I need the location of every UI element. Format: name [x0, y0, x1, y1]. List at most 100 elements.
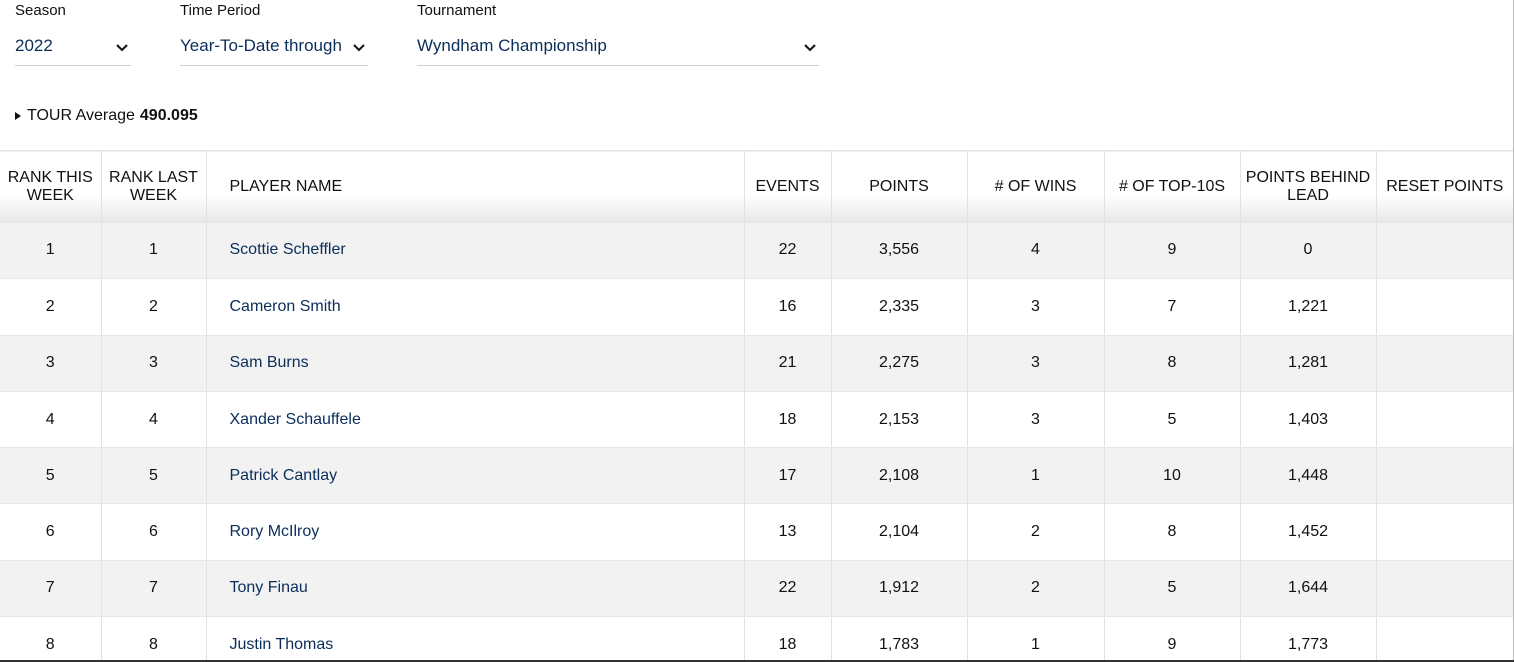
triangle-right-icon	[15, 112, 21, 120]
cell-events: 17	[744, 447, 832, 505]
cell-wins: 4	[967, 222, 1105, 280]
cell-rank-last-week: 2	[101, 278, 207, 336]
cell-events: 13	[744, 503, 832, 561]
cell-reset-points	[1376, 447, 1513, 505]
time-period-value: Year-To-Date through	[180, 36, 342, 55]
tour-average-value: 490.095	[139, 107, 198, 124]
cell-top-10s: 8	[1104, 503, 1241, 561]
cell-top-10s: 8	[1104, 335, 1241, 392]
cell-wins: 2	[967, 503, 1105, 561]
table-row: 5 5 Patrick Cantlay 17 2,108 1 10 1,448	[0, 447, 1513, 505]
cell-rank-this-week: 2	[0, 278, 102, 336]
table-row: 2 2 Cameron Smith 16 2,335 3 7 1,221	[0, 278, 1513, 336]
cell-reset-points	[1376, 222, 1513, 280]
col-player-name[interactable]: PLAYER NAME	[206, 150, 745, 223]
cell-reset-points	[1376, 278, 1513, 336]
cell-player-name[interactable]: Justin Thomas	[206, 616, 745, 662]
cell-player-name[interactable]: Tony Finau	[206, 560, 745, 618]
season-value: 2022	[15, 36, 53, 55]
cell-rank-last-week: 1	[101, 222, 207, 280]
fedex-standings-table: RANK THIS WEEK RANK LAST WEEK PLAYER NAM…	[0, 150, 1513, 662]
cell-points-behind-lead: 1,452	[1240, 503, 1377, 561]
cell-points-behind-lead: 1,448	[1240, 447, 1377, 505]
cell-events: 22	[744, 222, 832, 280]
cell-wins: 3	[967, 391, 1105, 449]
col-top-10s[interactable]: # OF TOP-10S	[1104, 150, 1241, 223]
col-rank-this-week[interactable]: RANK THIS WEEK	[0, 150, 102, 223]
cell-reset-points	[1376, 560, 1513, 618]
cell-player-name[interactable]: Patrick Cantlay	[206, 447, 745, 505]
cell-points-behind-lead: 0	[1240, 222, 1377, 280]
cell-wins: 1	[967, 616, 1105, 662]
tournament-label: Tournament	[417, 2, 497, 19]
time-period-label: Time Period	[180, 2, 261, 19]
cell-rank-last-week: 4	[101, 391, 207, 449]
cell-rank-this-week: 1	[0, 222, 102, 280]
time-period-select[interactable]: Year-To-Date through	[180, 30, 368, 66]
cell-points: 1,783	[831, 616, 968, 662]
cell-rank-this-week: 6	[0, 503, 102, 561]
cell-wins: 3	[967, 335, 1105, 392]
cell-player-name[interactable]: Scottie Scheffler	[206, 222, 745, 280]
table-row: 1 1 Scottie Scheffler 22 3,556 4 9 0	[0, 222, 1513, 280]
cell-points-behind-lead: 1,773	[1240, 616, 1377, 662]
cell-rank-last-week: 5	[101, 447, 207, 505]
cell-rank-last-week: 8	[101, 616, 207, 662]
cell-top-10s: 9	[1104, 616, 1241, 662]
cell-points-behind-lead: 1,644	[1240, 560, 1377, 618]
cell-events: 18	[744, 616, 832, 662]
table-row: 6 6 Rory McIlroy 13 2,104 2 8 1,452	[0, 503, 1513, 561]
cell-events: 21	[744, 335, 832, 392]
cell-player-name[interactable]: Cameron Smith	[206, 278, 745, 336]
chevron-down-icon	[115, 41, 129, 55]
table-row: 7 7 Tony Finau 22 1,912 2 5 1,644	[0, 560, 1513, 618]
tournament-select[interactable]: Wyndham Championship	[417, 30, 819, 66]
cell-events: 22	[744, 560, 832, 618]
chevron-down-icon	[352, 41, 366, 55]
cell-wins: 3	[967, 278, 1105, 336]
cell-reset-points	[1376, 335, 1513, 392]
season-select[interactable]: 2022	[15, 30, 131, 66]
cell-points-behind-lead: 1,403	[1240, 391, 1377, 449]
col-wins[interactable]: # OF WINS	[967, 150, 1105, 223]
cell-events: 16	[744, 278, 832, 336]
cell-points: 2,335	[831, 278, 968, 336]
cell-top-10s: 7	[1104, 278, 1241, 336]
cell-points: 2,108	[831, 447, 968, 505]
cell-points-behind-lead: 1,281	[1240, 335, 1377, 392]
tour-average-label: TOUR Average	[27, 107, 135, 124]
cell-rank-this-week: 7	[0, 560, 102, 618]
cell-player-name[interactable]: Xander Schauffele	[206, 391, 745, 449]
cell-rank-this-week: 5	[0, 447, 102, 505]
cell-wins: 1	[967, 447, 1105, 505]
cell-rank-last-week: 3	[101, 335, 207, 392]
cell-rank-last-week: 6	[101, 503, 207, 561]
col-points-behind-lead[interactable]: POINTS BEHIND LEAD	[1240, 150, 1377, 223]
cell-rank-this-week: 8	[0, 616, 102, 662]
cell-top-10s: 9	[1104, 222, 1241, 280]
cell-rank-this-week: 3	[0, 335, 102, 392]
cell-wins: 2	[967, 560, 1105, 618]
cell-top-10s: 5	[1104, 391, 1241, 449]
col-rank-last-week[interactable]: RANK LAST WEEK	[101, 150, 207, 223]
cell-points-behind-lead: 1,221	[1240, 278, 1377, 336]
col-points[interactable]: POINTS	[831, 150, 968, 223]
tour-average-toggle[interactable]: TOUR Average 490.095	[15, 104, 198, 128]
cell-points: 1,912	[831, 560, 968, 618]
cell-points: 2,275	[831, 335, 968, 392]
cell-top-10s: 5	[1104, 560, 1241, 618]
col-events[interactable]: EVENTS	[744, 150, 832, 223]
season-label: Season	[15, 2, 66, 19]
cell-events: 18	[744, 391, 832, 449]
cell-top-10s: 10	[1104, 447, 1241, 505]
season-filter: Season 2022	[15, 0, 131, 66]
col-reset-points[interactable]: RESET POINTS	[1376, 150, 1513, 223]
cell-rank-last-week: 7	[101, 560, 207, 618]
table-row: 4 4 Xander Schauffele 18 2,153 3 5 1,403	[0, 391, 1513, 449]
cell-player-name[interactable]: Sam Burns	[206, 335, 745, 392]
tournament-value: Wyndham Championship	[417, 36, 607, 55]
cell-player-name[interactable]: Rory McIlroy	[206, 503, 745, 561]
cell-reset-points	[1376, 391, 1513, 449]
tournament-filter: Tournament Wyndham Championship	[417, 0, 819, 66]
